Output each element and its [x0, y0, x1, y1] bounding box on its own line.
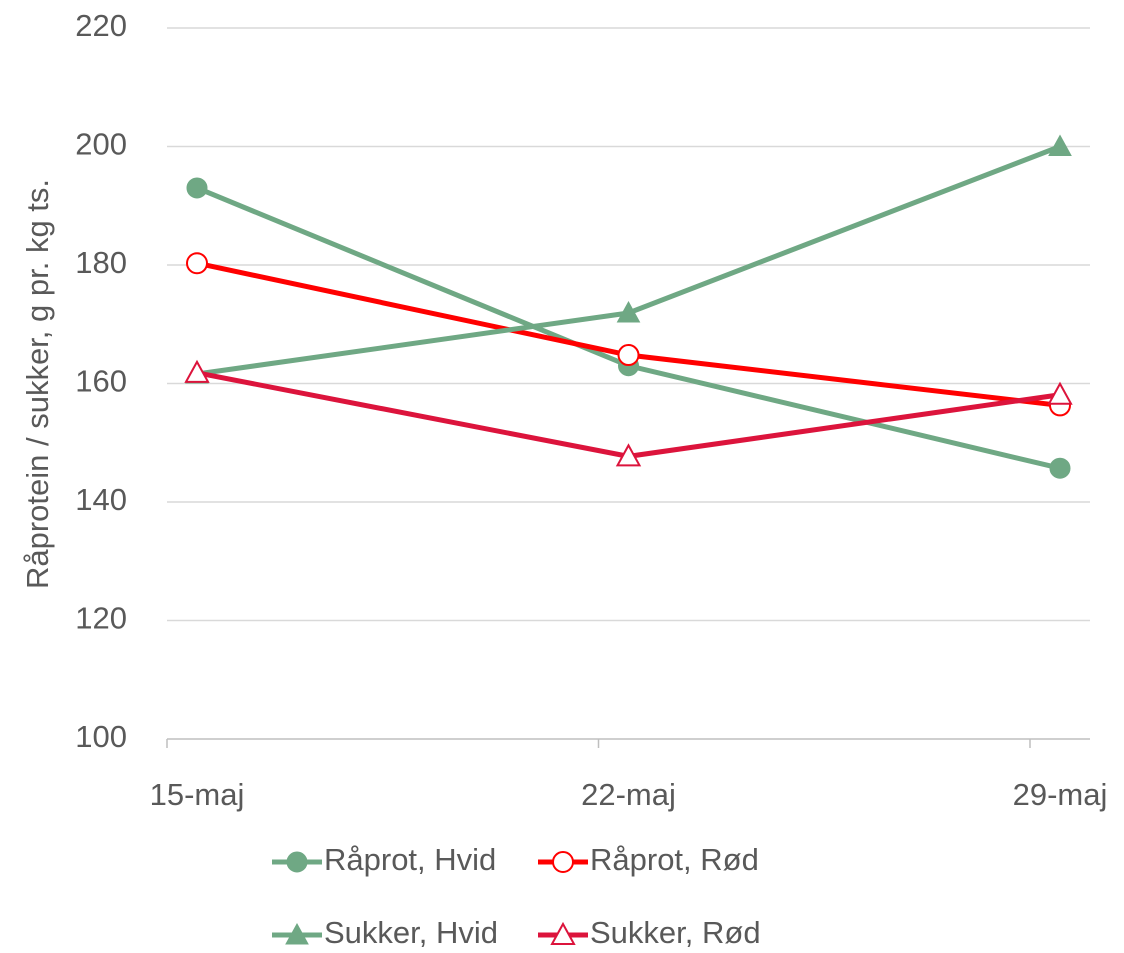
series-line: [196, 144, 1061, 377]
data-point: [1047, 381, 1073, 405]
legend-marker: [550, 921, 576, 945]
x-tick-label: 29-maj: [1013, 777, 1108, 812]
legend-marker: [285, 922, 309, 945]
legend-label: Sukker, Hvid: [324, 915, 498, 950]
legend-label: Råprot, Hvid: [324, 842, 496, 877]
legend-label: Sukker, Rød: [590, 915, 761, 950]
y-tick-label: 180: [75, 245, 127, 280]
legend-marker: [552, 851, 574, 873]
x-tick-label: 22-maj: [581, 777, 676, 812]
y-tick-label: 120: [75, 601, 127, 636]
data-point: [186, 177, 208, 199]
legend-marker: [286, 851, 308, 873]
y-tick-label: 140: [75, 482, 127, 517]
data-point: [1048, 134, 1072, 156]
y-tick-label: 220: [75, 8, 127, 43]
data-point: [617, 344, 640, 367]
data-point: [184, 359, 210, 383]
x-tick-label: 15-maj: [150, 777, 245, 812]
data-point: [616, 300, 641, 323]
legend-label: Råprot, Rød: [590, 842, 759, 877]
y-tick-label: 100: [75, 719, 127, 754]
data-point: [615, 443, 642, 467]
data-point: [186, 252, 208, 275]
series-line: [196, 185, 1061, 471]
y-axis-label: Råprotein / sukker, g pr. kg ts.: [20, 179, 55, 589]
data-point: [1049, 457, 1071, 479]
y-tick-label: 200: [75, 127, 127, 162]
y-tick-label: 160: [75, 364, 127, 399]
